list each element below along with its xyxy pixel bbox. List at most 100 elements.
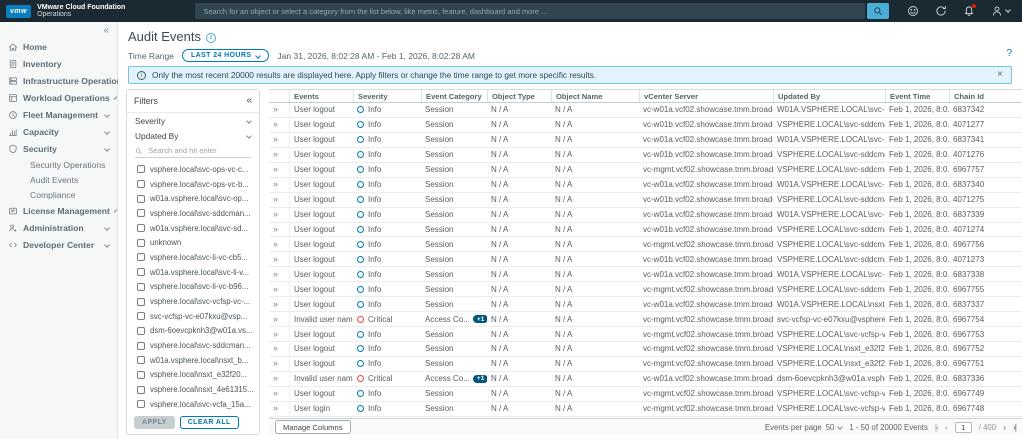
sidebar-item[interactable]: Security Operations	[0, 157, 117, 172]
sidebar-item[interactable]: Developer Center	[0, 236, 117, 253]
table-row[interactable]: User logout Info Session N / A N / A	[269, 103, 1022, 118]
table-row[interactable]: User logout Info Session N / A N / A	[269, 132, 1022, 148]
filter-search-input[interactable]	[146, 145, 251, 156]
filter-option[interactable]: dsm-6oevcpknh3@w01a.vs...	[137, 324, 255, 339]
column-header[interactable]: Event Time	[885, 90, 949, 102]
checkbox[interactable]	[137, 385, 145, 394]
expand-row-icon[interactable]	[273, 135, 278, 144]
expand-row-icon[interactable]	[273, 225, 278, 234]
filter-option[interactable]: vsphere.local\nsxt_e32f20...	[137, 368, 255, 383]
sidebar-item[interactable]: License Management	[0, 202, 118, 219]
expand-row-icon[interactable]	[273, 105, 278, 114]
table-row[interactable]: User logout Info Session N / A N / A	[269, 297, 1022, 313]
expand-row-icon[interactable]	[273, 330, 278, 339]
table-row[interactable]: User logout Info Session N / A N / A	[269, 207, 1022, 223]
table-row[interactable]: User logout Info Session N / A N / A	[269, 356, 1022, 372]
filter-group[interactable]: Severity	[127, 113, 259, 128]
help-icon[interactable]	[1006, 48, 1012, 59]
table-row[interactable]: User logout Info Session N / A N / A	[269, 162, 1022, 178]
checkbox[interactable]	[137, 297, 145, 306]
expand-row-icon[interactable]	[273, 389, 278, 398]
checkbox[interactable]	[137, 253, 145, 262]
next-page-icon[interactable]	[1003, 423, 1006, 432]
filters-collapse-icon[interactable]	[246, 94, 252, 108]
checkbox[interactable]	[137, 224, 145, 233]
sidebar-collapse-icon[interactable]	[103, 24, 109, 38]
expand-row-icon[interactable]	[273, 300, 278, 309]
checkbox[interactable]	[137, 268, 145, 277]
expand-row-icon[interactable]	[273, 240, 278, 249]
filter-option[interactable]: vsphere.local\svc-ops-vc-b...	[137, 177, 255, 192]
column-header[interactable]: Event Category	[421, 90, 487, 102]
feedback-smiley-icon[interactable]	[907, 5, 919, 17]
category-count-badge[interactable]: +1	[472, 315, 487, 324]
sidebar-item[interactable]: Infrastructure Operations	[0, 72, 134, 89]
time-range-dropdown[interactable]: LAST 24 HOURS	[181, 49, 270, 62]
checkbox[interactable]	[137, 312, 145, 321]
expand-row-icon[interactable]	[273, 404, 278, 413]
expand-row-icon[interactable]	[273, 285, 278, 294]
expand-row-icon[interactable]	[273, 270, 278, 279]
sidebar-item[interactable]: Compliance	[0, 187, 117, 202]
current-page-input[interactable]: 1	[954, 421, 972, 433]
table-row[interactable]: Invalid user name Critical Access Co... …	[269, 371, 1022, 387]
expand-row-icon[interactable]	[273, 359, 278, 368]
checkbox[interactable]	[137, 194, 145, 203]
filter-option[interactable]: vsphere.local\svc-ops-vc-c...	[137, 162, 255, 177]
table-row[interactable]: User logout Info Session N / A N / A	[269, 252, 1022, 268]
checkbox[interactable]	[137, 238, 145, 247]
expand-row-icon[interactable]	[273, 120, 278, 129]
column-header[interactable]: Object Name	[551, 90, 639, 102]
expand-row-icon[interactable]	[273, 210, 278, 219]
expand-row-icon[interactable]	[273, 195, 278, 204]
filter-group[interactable]: Updated By	[127, 128, 259, 143]
banner-close-icon[interactable]	[997, 70, 1003, 80]
filter-option[interactable]: vsphere.local\svc-vcfa_15a...	[137, 397, 255, 412]
expand-row-icon[interactable]	[273, 180, 278, 189]
table-row[interactable]: User login Info Session N / A N / A	[269, 401, 1022, 417]
last-page-icon[interactable]	[1013, 423, 1016, 432]
first-page-icon[interactable]	[935, 423, 938, 432]
table-row[interactable]: User logout Info Session N / A N / A	[269, 222, 1022, 238]
column-header[interactable]: Object Type	[487, 90, 551, 102]
table-row[interactable]: User logout Info Session N / A N / A	[269, 267, 1022, 283]
global-search-input[interactable]	[195, 3, 865, 19]
column-header[interactable]: Events	[289, 90, 353, 102]
filter-option[interactable]: svc-vcfsp-vc-e07kxu@vsp...	[137, 309, 255, 324]
checkbox[interactable]	[137, 165, 145, 174]
sidebar-item[interactable]: Inventory	[0, 55, 117, 72]
column-header[interactable]: vCenter Server	[639, 90, 773, 102]
checkbox[interactable]	[137, 282, 145, 291]
apply-button[interactable]: APPLY	[134, 416, 175, 429]
table-row[interactable]: User logout Info Session N / A N / A	[269, 342, 1022, 357]
table-row[interactable]: User logout Info Session N / A N / A	[269, 192, 1022, 208]
table-row[interactable]: User logout Info Session N / A N / A	[269, 327, 1022, 342]
table-row[interactable]: User logout Info Session N / A N / A	[269, 237, 1022, 253]
filter-option[interactable]: vsphere.local\svc-li-vc-b96...	[137, 280, 255, 295]
sidebar-item[interactable]: Capacity	[0, 123, 117, 140]
checkbox[interactable]	[137, 209, 145, 218]
filter-option[interactable]: vsphere.local\nsxt_4e61315...	[137, 382, 255, 397]
expand-row-icon[interactable]	[273, 344, 278, 353]
filter-option[interactable]: w01a.vsphere.local\nsxt_b...	[137, 353, 255, 368]
filter-option[interactable]: w01a.vsphere.local\svc-sd...	[137, 221, 255, 236]
column-header[interactable]: Updated By	[773, 90, 885, 102]
checkbox[interactable]	[137, 356, 145, 365]
filter-option[interactable]: vsphere.local\svc-sddcman...	[137, 206, 255, 221]
sidebar-item[interactable]: Home	[0, 38, 117, 55]
sidebar-item[interactable]: Administration	[0, 219, 117, 236]
refresh-icon[interactable]	[935, 5, 947, 17]
search-button[interactable]	[867, 3, 889, 19]
category-count-badge[interactable]: +1	[472, 374, 487, 383]
sidebar-item[interactable]: Fleet Management	[0, 106, 117, 123]
filter-option[interactable]: vsphere.local\svc-sddcman...	[137, 338, 255, 353]
clear-all-button[interactable]: CLEAR ALL	[179, 416, 239, 429]
checkbox[interactable]	[137, 180, 145, 189]
column-header[interactable]: Chain Id	[949, 90, 1022, 102]
table-row[interactable]: User logout Info Session N / A N / A	[269, 282, 1022, 298]
table-row[interactable]: User logout Info Session N / A N / A	[269, 386, 1022, 402]
table-row[interactable]: Invalid user name Critical Access Co... …	[269, 312, 1022, 328]
expand-row-icon[interactable]	[273, 374, 278, 383]
vmware-logo[interactable]: vmw	[6, 4, 32, 18]
filter-option[interactable]: unknown	[137, 235, 255, 250]
